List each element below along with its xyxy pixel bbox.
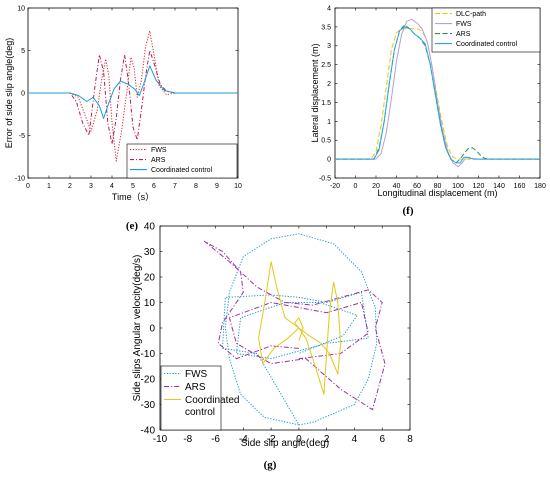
panel-label: (f) bbox=[403, 205, 414, 217]
legend-label: ARS bbox=[185, 382, 206, 393]
legend-label: ARS bbox=[151, 157, 166, 164]
x-tick-label: -4 bbox=[239, 434, 248, 445]
y-tick-label: -20 bbox=[141, 375, 156, 386]
series-group bbox=[28, 30, 238, 162]
x-tick-label: 8 bbox=[407, 434, 413, 445]
x-tick-label: 7 bbox=[173, 183, 177, 190]
x-tick-label: 3 bbox=[89, 183, 93, 190]
y-axis-label: Lateral displacement (m) bbox=[310, 43, 320, 142]
y-tick-label: 5 bbox=[21, 48, 25, 55]
series-line-fws bbox=[28, 30, 238, 162]
y-tick-label: 1 bbox=[327, 119, 331, 126]
y-tick-label: 30 bbox=[144, 247, 156, 258]
y-tick-label: 0 bbox=[327, 157, 331, 164]
y-tick-label: 0.5 bbox=[321, 138, 331, 145]
legend-label: FWS bbox=[456, 21, 472, 28]
series-line-ars bbox=[203, 240, 386, 411]
legend: FWS ARS Coordinated control bbox=[126, 143, 238, 179]
x-tick-label: 8 bbox=[194, 183, 198, 190]
legend-label: Coordinated control bbox=[456, 41, 518, 48]
x-tick-label: 60 bbox=[413, 183, 421, 190]
legend-label: FWS bbox=[151, 147, 167, 154]
series-line-coordinated-control bbox=[258, 261, 342, 395]
legend: DLC-path FWS ARS Coordinated control bbox=[431, 7, 541, 53]
x-tick-label: -8 bbox=[183, 434, 192, 445]
x-axis-label: Time（s） bbox=[112, 192, 154, 202]
y-tick-label: 20 bbox=[144, 273, 156, 284]
chart-e: 0 1 2 3 4 5 6 7 8 9 10 -10 -5 0 5 10 Time（s） Error of sid… bbox=[4, 5, 242, 232]
series-line-coordinated-control bbox=[335, 26, 540, 164]
x-tick-label: 160 bbox=[514, 183, 526, 190]
x-tick-label: 40 bbox=[393, 183, 401, 190]
chart-g: -10 -8 -6 -4 -2 0 2 4 6 8-40-30-20-10010203040Sid… bbox=[132, 222, 413, 472]
y-tick-label: 10 bbox=[144, 298, 156, 309]
y-axis-label: Error of side slip angle(deg) bbox=[4, 38, 14, 149]
x-tick-label: 4 bbox=[352, 434, 358, 445]
x-tick-label: -20 bbox=[330, 183, 340, 190]
x-tick-label: 4 bbox=[110, 183, 114, 190]
panel-label: (e) bbox=[126, 220, 139, 232]
x-axis-label: Side slip angle(deg) bbox=[241, 438, 329, 449]
series-group bbox=[203, 233, 386, 426]
x-tick-label: 140 bbox=[493, 183, 505, 190]
series-line-coordinated-control bbox=[28, 65, 238, 119]
x-tick-label: 180 bbox=[534, 183, 546, 190]
x-tick-label: 6 bbox=[379, 434, 385, 445]
x-tick-label: 0 bbox=[296, 434, 302, 445]
y-tick-label: 1.5 bbox=[321, 100, 331, 107]
legend-label: Coordinated control bbox=[151, 167, 213, 174]
x-tick-label: 9 bbox=[215, 183, 219, 190]
y-tick-label: -10 bbox=[141, 349, 156, 360]
x-tick-label: -2 bbox=[267, 434, 276, 445]
legend-box bbox=[160, 365, 222, 431]
x-tick-label: 0 bbox=[26, 183, 30, 190]
chart-f: -20 0 20 40 60 80 100 120 140 160 180 -0.5 0 0.5 1 1.5 2… bbox=[310, 5, 546, 217]
x-tick-label: -6 bbox=[211, 434, 220, 445]
x-tick-label: 6 bbox=[152, 183, 156, 190]
y-tick-label: 0 bbox=[149, 324, 155, 335]
series-line-dlc-path bbox=[335, 28, 540, 160]
x-tick-label: 0 bbox=[354, 183, 358, 190]
y-tick-label: 40 bbox=[144, 222, 156, 233]
y-tick-label: 3 bbox=[327, 43, 331, 50]
x-tick-label: 100 bbox=[452, 183, 464, 190]
x-tick-label: 2 bbox=[68, 183, 72, 190]
legend-label: ARS bbox=[456, 31, 471, 38]
y-tick-label: 2.5 bbox=[321, 62, 331, 69]
legend-label: DLC-path bbox=[456, 11, 486, 18]
x-axis-label: Longitudinal displacement (m) bbox=[377, 188, 497, 198]
legend-label: Coordinated control bbox=[185, 395, 239, 418]
y-axis-label: Side slips Angular velocity(deg/s) bbox=[132, 255, 143, 402]
x-tick-label: 120 bbox=[473, 183, 485, 190]
y-tick-label: -5 bbox=[19, 133, 25, 140]
legend: FWS ARS Coordinated control bbox=[160, 365, 239, 431]
y-tick-label: -40 bbox=[141, 426, 156, 437]
x-tick-label: 10 bbox=[234, 183, 242, 190]
x-tick-label: 20 bbox=[372, 183, 380, 190]
x-tick-label: 5 bbox=[131, 183, 135, 190]
series-group bbox=[335, 18, 540, 168]
y-tick-label: -0.5 bbox=[319, 175, 331, 182]
y-tick-label: 3.5 bbox=[321, 24, 331, 31]
y-tick-label: -10 bbox=[15, 175, 25, 182]
x-tick-label: 2 bbox=[324, 434, 330, 445]
y-tick-label: -30 bbox=[141, 400, 156, 411]
y-tick-label: 4 bbox=[327, 5, 331, 12]
y-tick-label: 2 bbox=[327, 81, 331, 88]
legend-box bbox=[126, 143, 238, 179]
series-line-fws bbox=[222, 233, 378, 426]
y-tick-label: 0 bbox=[21, 90, 25, 97]
x-tick-label: 80 bbox=[434, 183, 442, 190]
series-line-ars bbox=[28, 50, 238, 145]
legend-box bbox=[431, 7, 541, 53]
x-tick-label: -10 bbox=[153, 434, 168, 445]
x-tick-label: 1 bbox=[47, 183, 51, 190]
y-tick-label: 10 bbox=[17, 5, 25, 12]
panel-label: (g) bbox=[264, 459, 277, 471]
legend-label: FWS bbox=[185, 369, 208, 380]
